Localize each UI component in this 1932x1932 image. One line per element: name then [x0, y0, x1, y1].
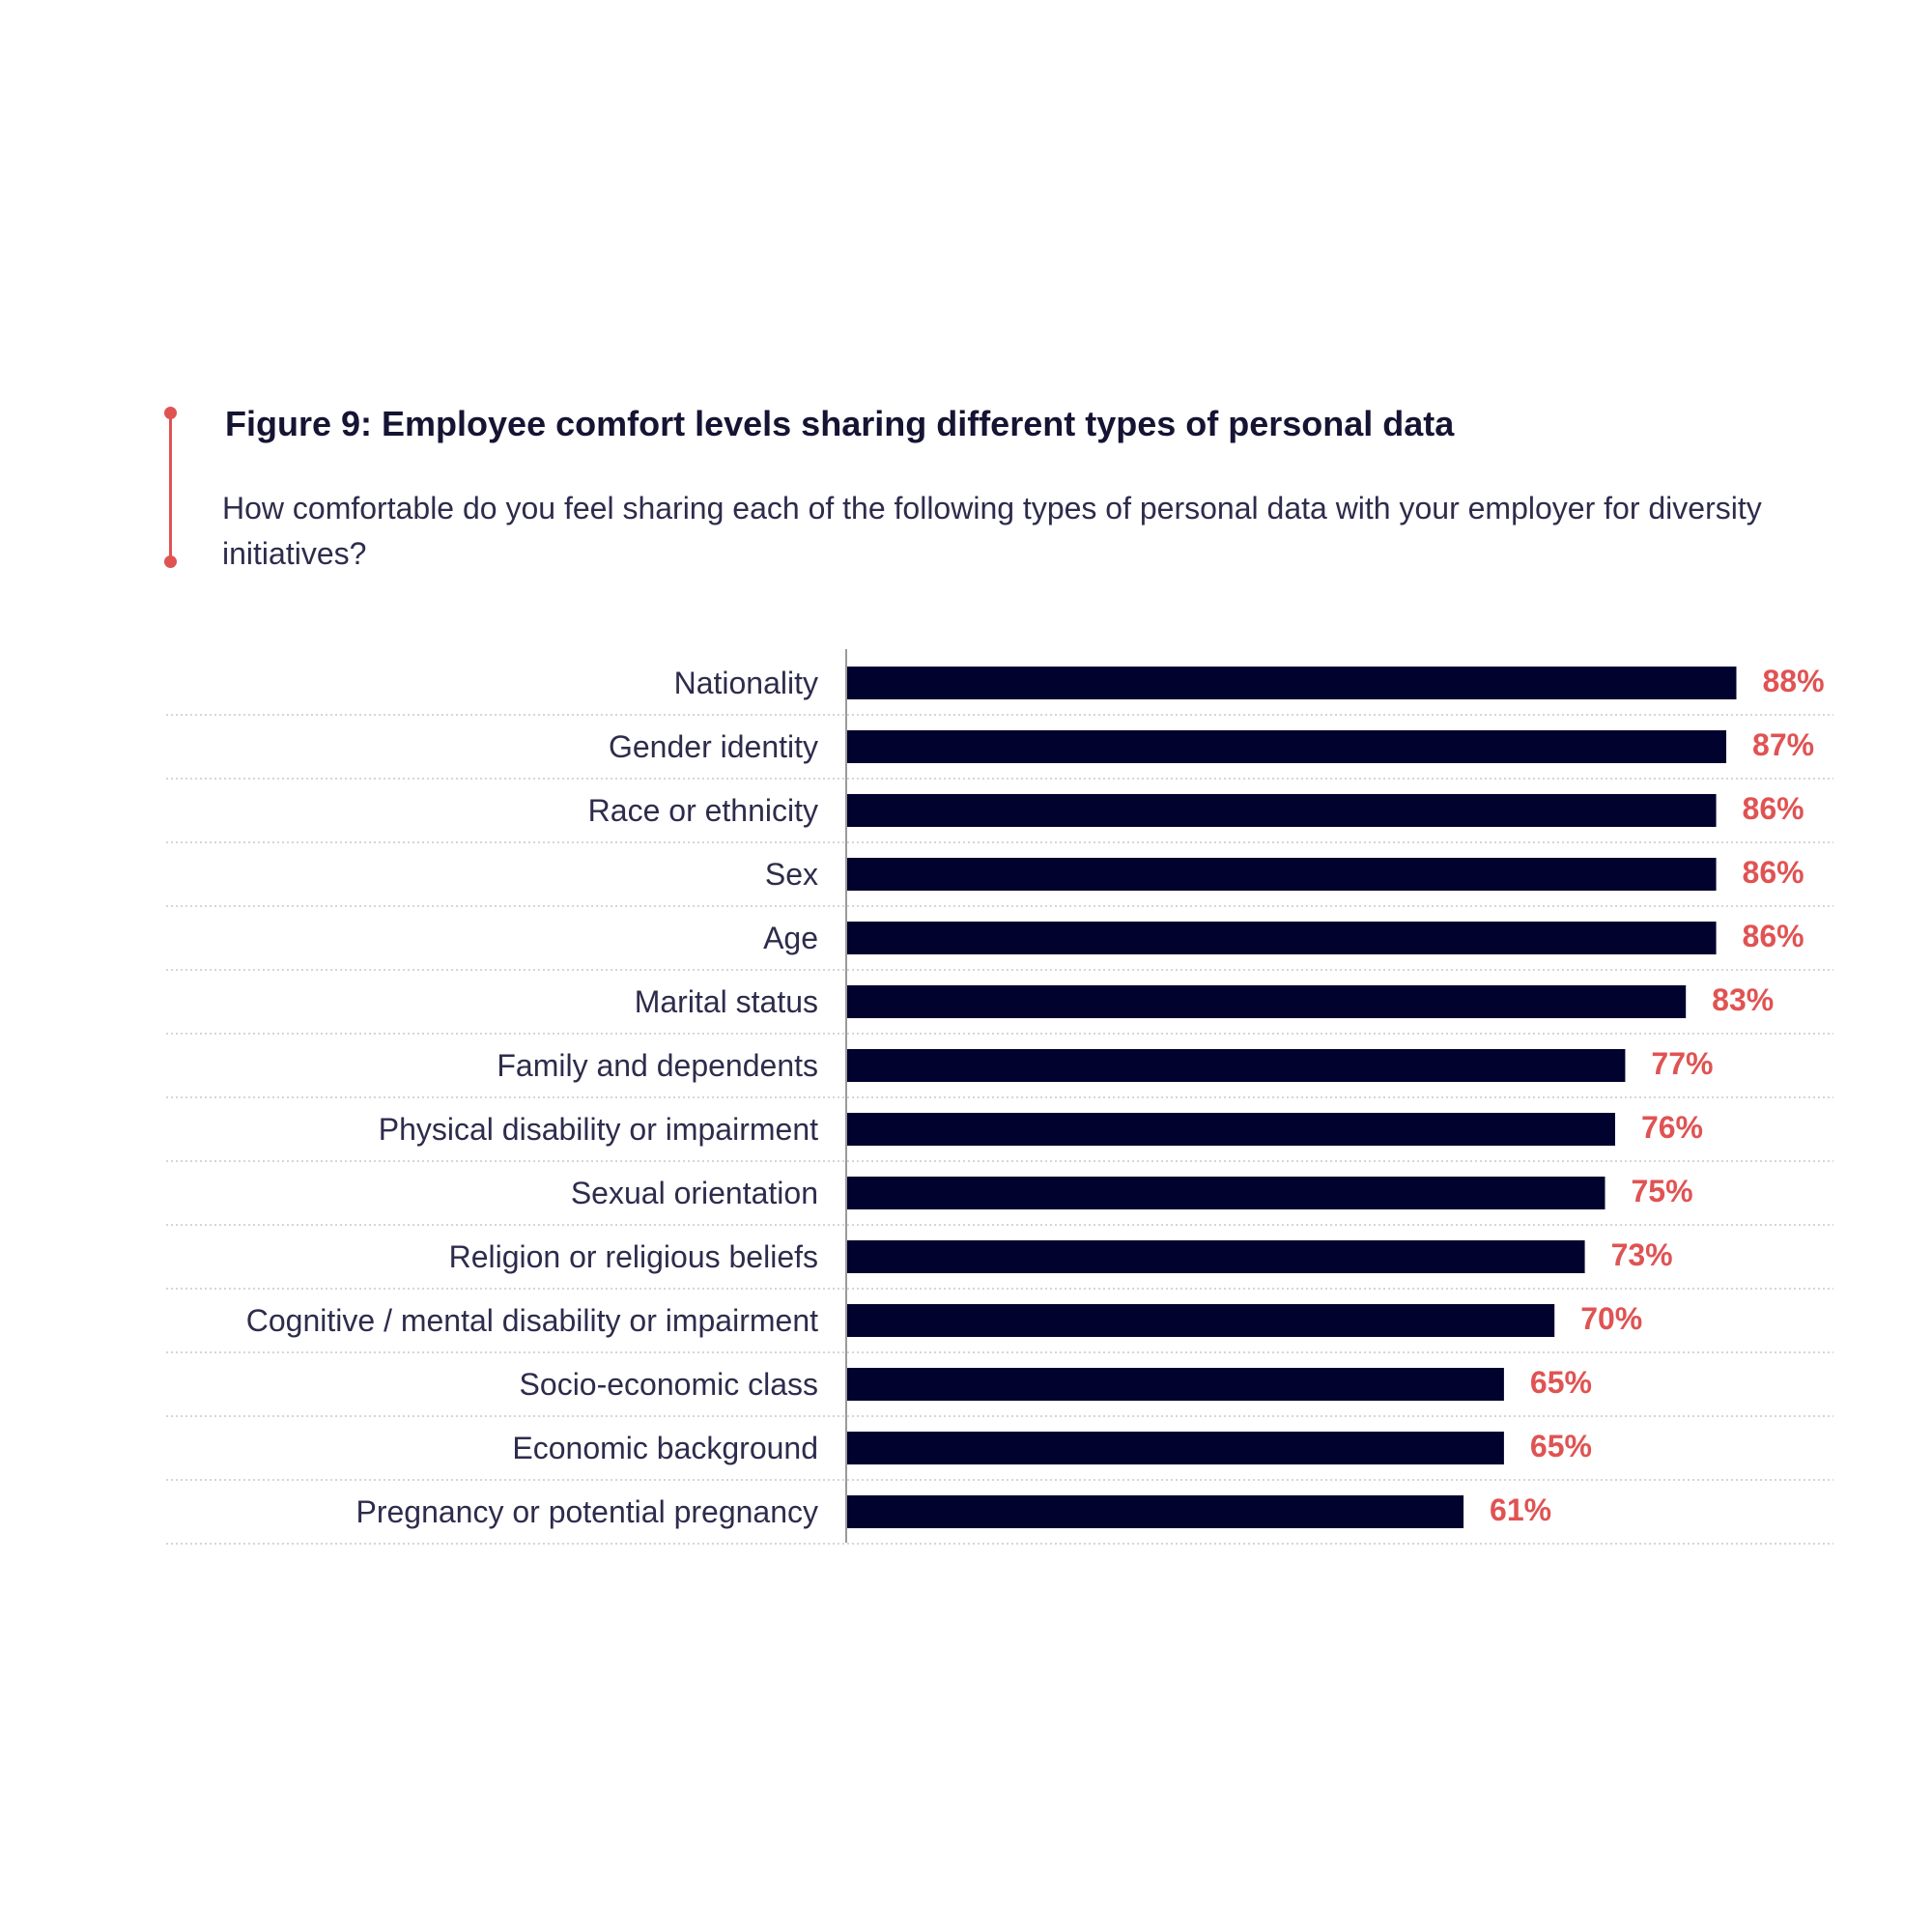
value-label: 86%	[1743, 791, 1804, 826]
category-label: Family and dependents	[497, 1048, 818, 1083]
chart-subtitle: How comfortable do you feel sharing each…	[222, 491, 1762, 571]
category-label: Sex	[765, 857, 818, 892]
bar	[847, 1113, 1615, 1146]
accent-dot-bottom	[164, 555, 177, 568]
category-label: Cognitive / mental disability or impairm…	[246, 1303, 818, 1338]
value-label: 61%	[1490, 1492, 1551, 1527]
value-label: 87%	[1752, 727, 1814, 762]
bar	[847, 1177, 1605, 1209]
category-label: Race or ethnicity	[588, 793, 818, 828]
bar	[847, 1368, 1504, 1401]
bar	[847, 794, 1717, 827]
value-label: 76%	[1641, 1110, 1703, 1145]
category-label: Socio-economic class	[520, 1367, 818, 1402]
accent-dot-top	[164, 407, 177, 419]
bar	[847, 730, 1727, 763]
bar	[847, 922, 1717, 954]
value-label: 86%	[1743, 855, 1804, 890]
value-label: 65%	[1530, 1365, 1592, 1400]
value-label: 73%	[1611, 1237, 1673, 1272]
accent-line	[169, 413, 172, 561]
category-label: Gender identity	[609, 729, 818, 764]
bar	[847, 667, 1737, 699]
bar	[847, 1304, 1555, 1337]
value-label: 65%	[1530, 1429, 1592, 1463]
bar	[847, 1432, 1504, 1464]
value-label: 83%	[1712, 982, 1774, 1017]
category-label: Marital status	[635, 984, 818, 1019]
bar	[847, 1240, 1585, 1273]
category-label: Economic background	[512, 1431, 818, 1465]
value-label: 88%	[1762, 664, 1824, 698]
bar	[847, 1495, 1464, 1528]
category-label: Age	[763, 921, 818, 955]
value-label: 77%	[1651, 1046, 1713, 1081]
bar	[847, 985, 1687, 1018]
value-label: 86%	[1743, 919, 1804, 953]
category-label: Religion or religious beliefs	[449, 1239, 818, 1274]
chart-title: Figure 9: Employee comfort levels sharin…	[225, 404, 1455, 443]
bar	[847, 1049, 1626, 1082]
value-label: 70%	[1580, 1301, 1642, 1336]
value-label: 75%	[1632, 1174, 1693, 1208]
category-label: Physical disability or impairment	[379, 1112, 818, 1147]
bar	[847, 858, 1717, 891]
category-label: Pregnancy or potential pregnancy	[355, 1494, 818, 1529]
category-label: Nationality	[674, 666, 818, 700]
category-label: Sexual orientation	[571, 1176, 818, 1210]
